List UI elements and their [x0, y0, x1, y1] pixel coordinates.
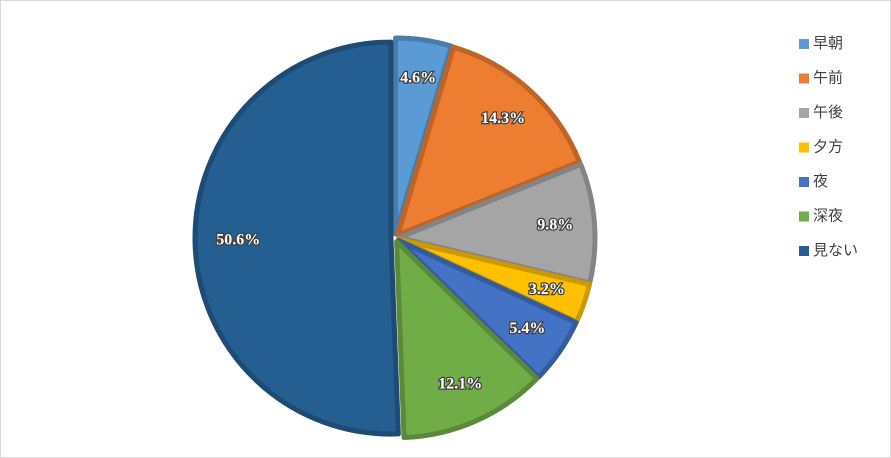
data-label: 12.1% — [438, 376, 482, 393]
data-label: 5.4% — [509, 320, 545, 337]
legend-label: 深夜 — [813, 207, 843, 224]
legend-label: 午前 — [813, 69, 843, 86]
data-label: 50.6% — [216, 232, 260, 249]
legend-swatch — [799, 177, 809, 187]
data-label: 14.3% — [481, 110, 525, 127]
pie-slice — [192, 39, 401, 437]
legend-label: 夜 — [813, 173, 828, 190]
legend-swatch — [799, 108, 809, 118]
legend-label: 午後 — [813, 104, 843, 121]
legend-swatch — [799, 39, 809, 49]
legend-swatch — [799, 246, 809, 256]
legend-swatch — [799, 142, 809, 153]
data-label: 3.2% — [529, 281, 565, 298]
legend-label: 見ない — [813, 242, 858, 259]
pie-slice — [394, 239, 540, 441]
data-label: 9.8% — [537, 217, 573, 234]
pie-slice — [396, 161, 598, 286]
legend-swatch — [799, 73, 809, 84]
data-label: 4.6% — [400, 70, 436, 87]
legend-label: 夕方 — [813, 138, 843, 155]
legend-swatch — [799, 211, 809, 222]
legend-label: 早朝 — [813, 35, 843, 52]
pie-slice — [395, 44, 582, 238]
